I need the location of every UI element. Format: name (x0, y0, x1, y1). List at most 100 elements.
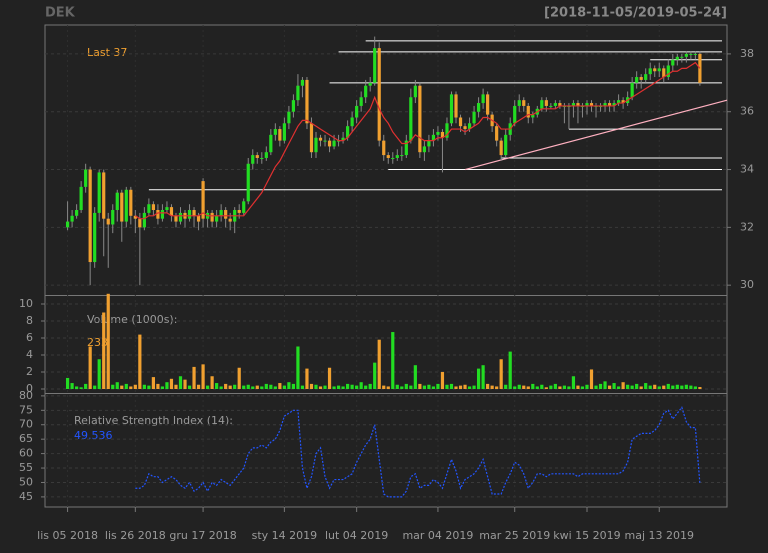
candle-body (70, 215, 74, 222)
candle-body (278, 129, 282, 141)
candle-body (228, 218, 232, 222)
candle-body (215, 215, 219, 222)
candle-body (549, 105, 553, 107)
volume-bar (472, 385, 476, 390)
volume-bar (160, 386, 165, 390)
candle-body (689, 53, 693, 55)
volume-bar (427, 384, 431, 390)
candle-body (129, 189, 133, 216)
volume-bar (327, 367, 332, 390)
candle-body (169, 207, 174, 216)
candle-body (368, 82, 372, 86)
volume-bar (458, 385, 463, 390)
candle-body (102, 172, 106, 219)
volume-bar (671, 385, 675, 390)
volume-bar (382, 385, 386, 390)
volume-bar (278, 383, 282, 390)
candle-body (440, 131, 445, 138)
volume-bar (504, 384, 508, 390)
candle-body (251, 155, 255, 164)
candle-body (540, 100, 544, 109)
candle-body (576, 103, 580, 106)
candle-body (522, 100, 526, 106)
volume-bar (594, 385, 598, 390)
volume-bar (350, 384, 354, 390)
volume-bar (368, 383, 372, 390)
volume-bar (296, 346, 300, 390)
candle-body (350, 117, 354, 127)
volume-bar (192, 366, 196, 390)
candle-body (187, 210, 192, 219)
candle-body (571, 103, 576, 106)
candle-body (75, 210, 79, 216)
candle-body (458, 117, 463, 127)
x-tick-label: mar 04 2019 (402, 529, 473, 542)
x-tick-label: lis 05 2018 (37, 529, 98, 542)
volume-bar (580, 386, 585, 390)
y-tick-label: 36 (740, 105, 754, 118)
candle-body (309, 123, 314, 153)
volume-bar (124, 383, 128, 390)
volume-bar (269, 384, 273, 390)
volume-bar (75, 386, 79, 390)
candle-body (454, 94, 458, 118)
volume-bar (228, 385, 232, 390)
volume-bar (309, 383, 314, 390)
x-tick-label: lis 26 2018 (105, 529, 166, 542)
x-tick-label: sty 14 2019 (252, 529, 318, 542)
candle-body (531, 114, 535, 118)
x-tick-label: kwi 15 2019 (553, 529, 620, 542)
candle-body (675, 56, 679, 60)
candle-body (400, 155, 404, 157)
volume-bar (648, 385, 652, 390)
candle-body (693, 53, 697, 55)
volume-bar (336, 385, 341, 390)
y-tick-label: 45 (19, 490, 33, 503)
candle-body (79, 186, 83, 211)
volume-bar (395, 384, 399, 390)
candle-body (445, 123, 449, 138)
volume-bar (680, 385, 684, 390)
volume-bar (585, 384, 589, 390)
candle-body (418, 85, 422, 153)
volume-bar (187, 385, 192, 390)
volume-bar (115, 382, 119, 390)
y-tick-label: 55 (19, 461, 33, 474)
date-range: [2018-11-05/2019-05-24] (544, 6, 727, 21)
candle-body (323, 140, 327, 142)
volume-bar (255, 385, 259, 390)
y-tick-label: 65 (19, 432, 33, 445)
volume-bar (65, 377, 70, 390)
volume-bar (84, 383, 88, 390)
last-value: 37 (113, 46, 127, 59)
volume-bar (698, 387, 702, 390)
candle-body (449, 94, 454, 124)
volume-bar (675, 384, 679, 390)
volume-label: Volume (1000s): (87, 313, 177, 326)
volume-bar (169, 378, 174, 390)
volume-bar (607, 385, 612, 390)
y-tick-label: 34 (740, 163, 754, 176)
volume-bar (409, 385, 413, 390)
candle-body (111, 210, 115, 225)
candle-body (264, 152, 268, 158)
candle-body (346, 126, 350, 138)
volume-bar (576, 385, 580, 390)
volume-bar (305, 368, 309, 390)
candle-body (657, 68, 661, 72)
candle-body (607, 103, 612, 106)
volume-bar (571, 376, 576, 390)
y-tick-label: 60 (19, 447, 33, 460)
volume-bar (513, 386, 517, 390)
volume-bar (598, 383, 603, 390)
volume-bar (373, 362, 377, 390)
candle-body (124, 189, 128, 222)
x-tick-label: gru 17 2018 (169, 529, 236, 542)
candle-body (544, 100, 548, 106)
volume-bar (653, 384, 657, 390)
volume-bar (386, 386, 390, 390)
candle-body (147, 204, 151, 213)
candle-body (210, 212, 214, 222)
rsi-label: Relative Strength Index (14): (74, 414, 233, 427)
y-tick-label: 70 (19, 418, 33, 431)
